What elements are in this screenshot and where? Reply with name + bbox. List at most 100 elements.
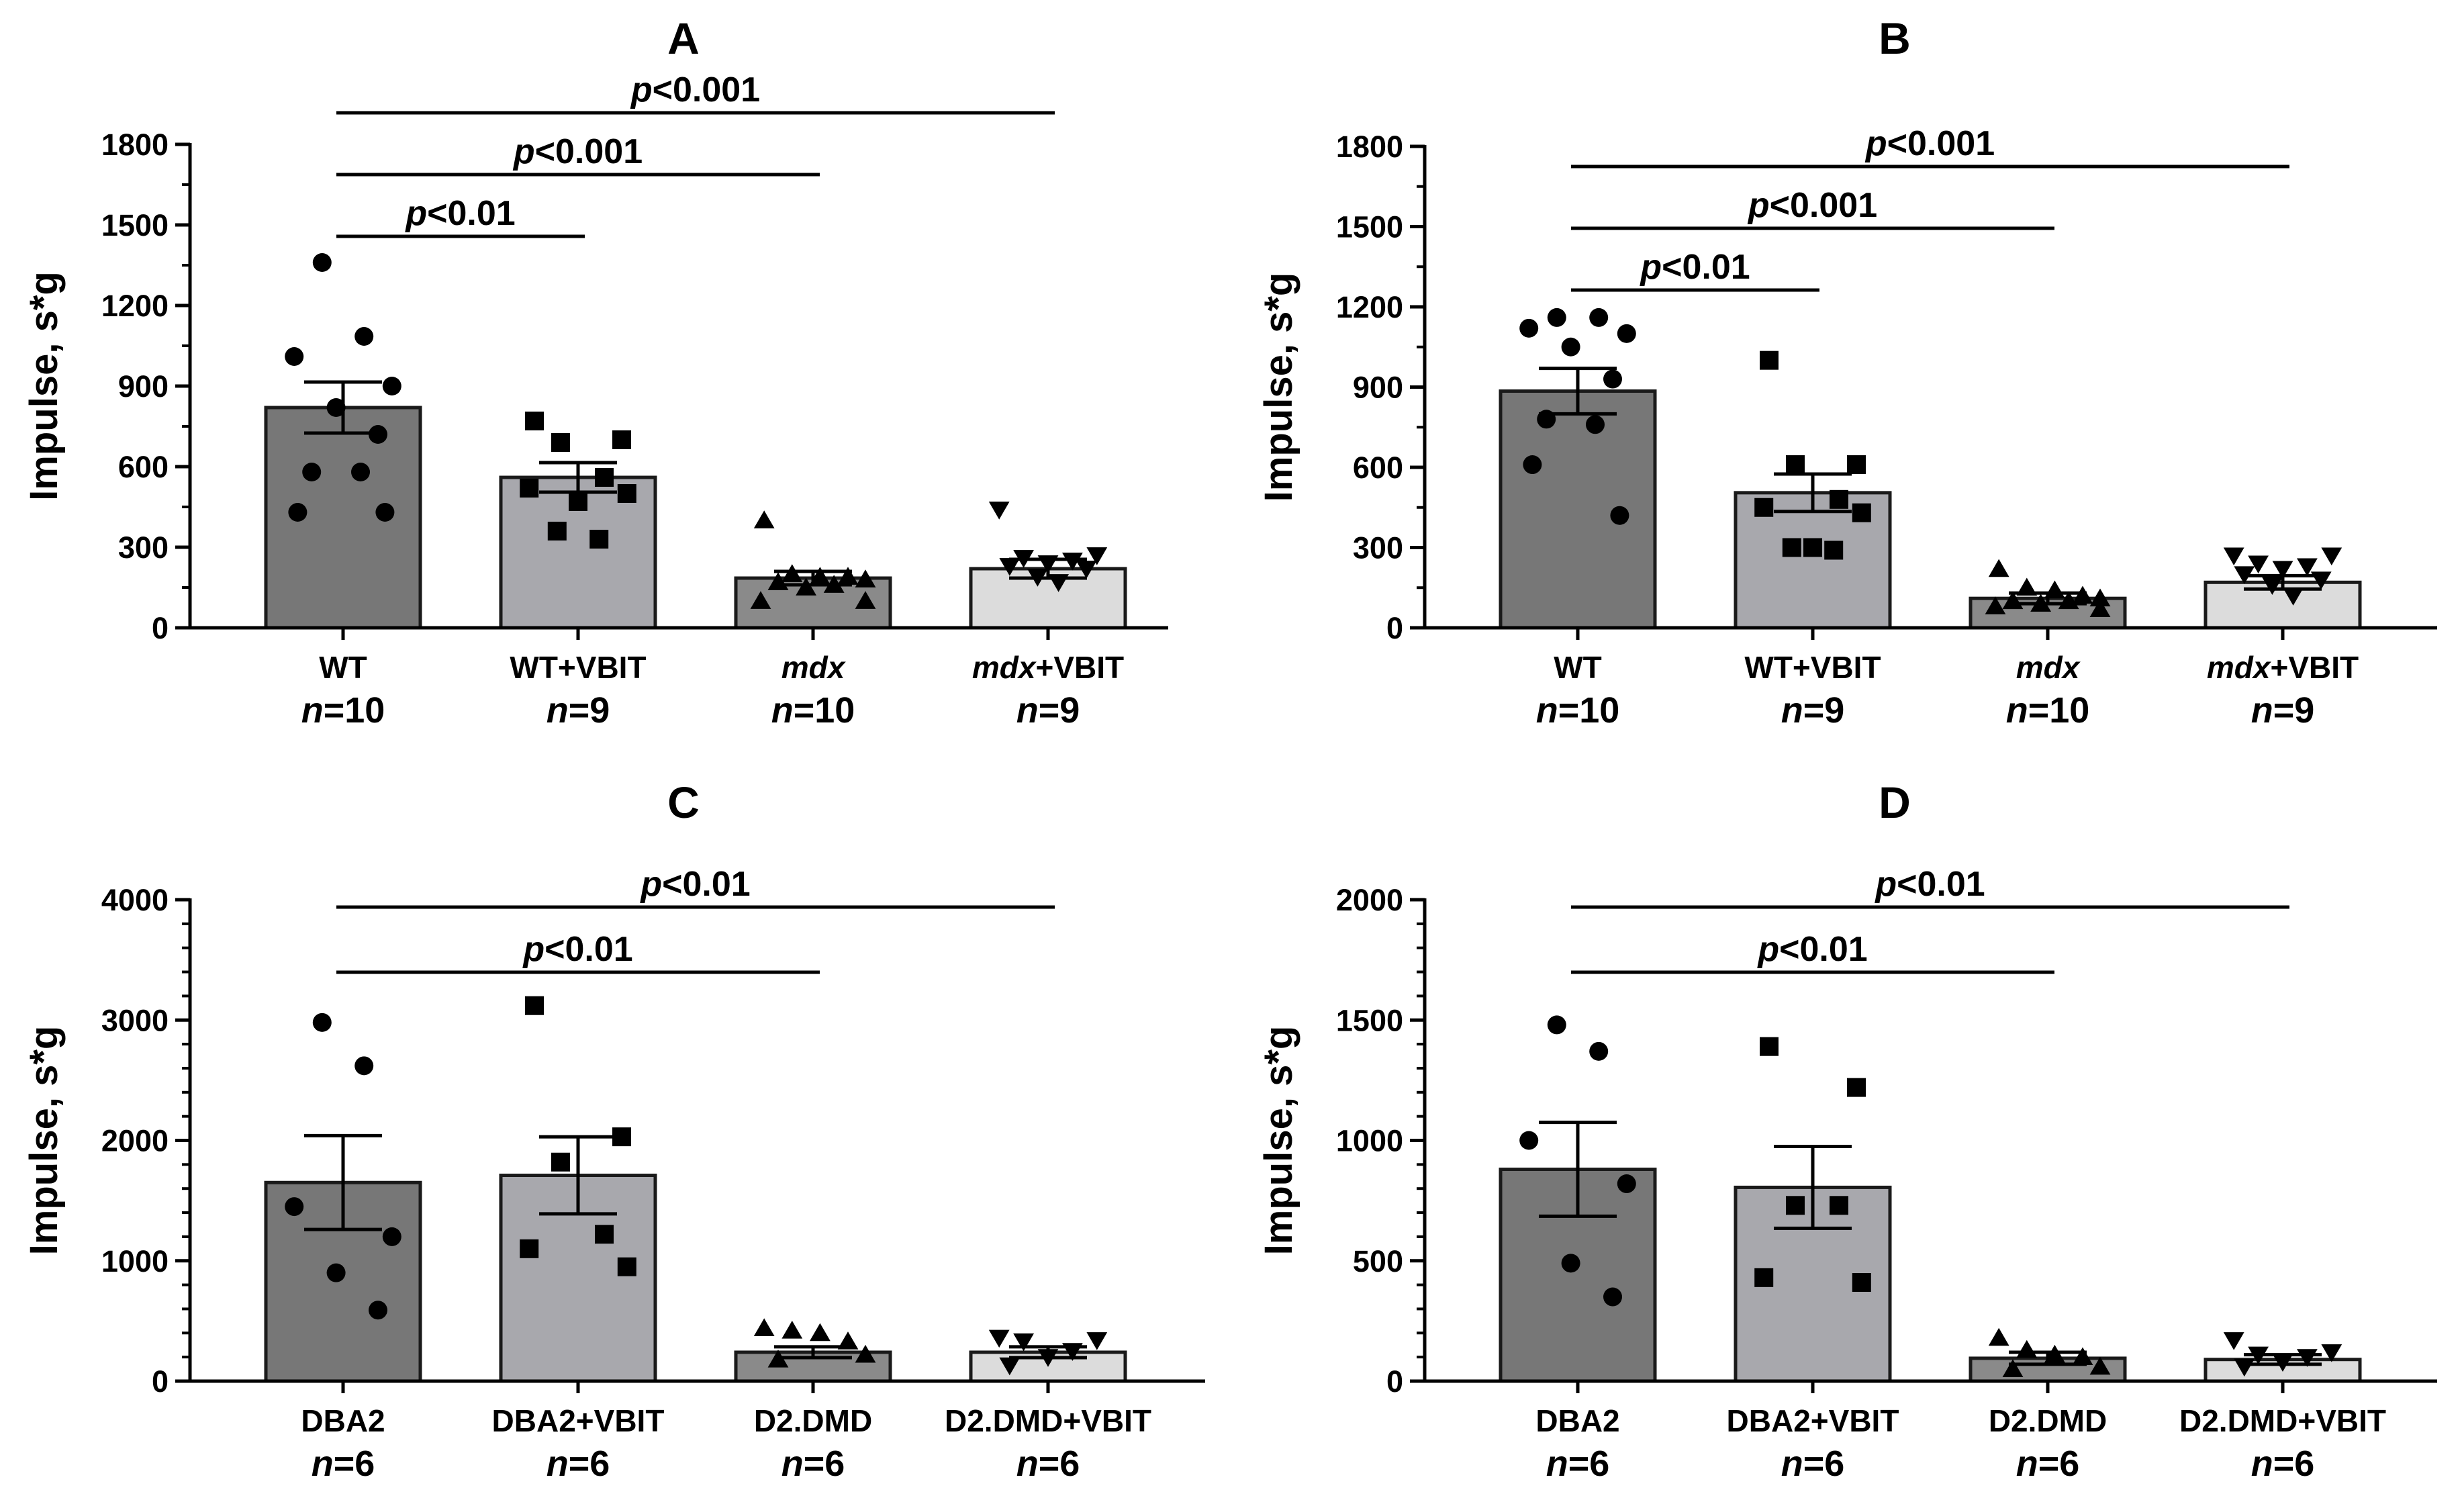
panel-a-point-2-1 — [525, 412, 544, 430]
panel-b-point-1-8 — [1586, 415, 1605, 434]
panel-a-sig-label-2: p<0.001 — [512, 132, 643, 171]
panel-a-y-tick-label-3: 900 — [118, 369, 169, 404]
panel-b-point-3-1 — [1988, 559, 2009, 577]
panel-a-n-label-3: n=10 — [771, 690, 855, 731]
panel-c-point-3-3 — [810, 1323, 831, 1342]
panel-a-point-2-8 — [547, 522, 567, 540]
panel-c-n-label-1: n=6 — [312, 1444, 375, 1484]
panel-c-point-4-2 — [1086, 1332, 1108, 1350]
panel-b-point-4-9 — [2283, 588, 2304, 606]
panel-b-category-label-4: mdx+VBIT — [2207, 650, 2359, 685]
panel-c-sig-label-2: p<0.01 — [639, 865, 750, 904]
panel-b-y-tick-label-4: 1200 — [1336, 290, 1403, 324]
panel-a-point-4-6 — [999, 558, 1021, 576]
panel-b-point-2-9 — [1824, 540, 1844, 560]
panel-b-sig-label-2: p<0.001 — [1747, 186, 1877, 225]
panel-b-point-3-5 — [2089, 588, 2111, 607]
panel-d-point-3-5 — [2089, 1356, 2111, 1375]
panel-b-point-2-6 — [1852, 503, 1871, 522]
panel-d-point-2-5 — [1754, 1268, 1774, 1287]
panel-a-point-1-3 — [285, 347, 304, 366]
panel-a-point-2-6 — [617, 484, 636, 503]
panel-d-y-tick-label-2: 1000 — [1336, 1124, 1403, 1158]
panel-c-point-1-1 — [312, 1013, 332, 1032]
panel-c-point-1-5 — [326, 1263, 346, 1282]
panel-b-y-axis-title: Impulse, s*g — [1257, 273, 1300, 502]
panel-c-point-2-6 — [617, 1257, 636, 1276]
panel-d-point-1-6 — [1603, 1287, 1622, 1307]
panel-a-sig-label-1: p<0.01 — [404, 194, 515, 233]
panel-c-point-1-3 — [285, 1197, 304, 1217]
panel-c-point-4-3 — [1013, 1333, 1034, 1352]
panel-a-point-2-3 — [551, 433, 570, 452]
panel-b-category-label-3: mdx — [2016, 650, 2081, 685]
panel-c-point-4-1 — [988, 1329, 1010, 1348]
panel-c-y-tick-label-0: 0 — [152, 1364, 169, 1399]
panel-a-point-1-2 — [354, 327, 374, 346]
panel-b-y-tick-label-0: 0 — [1386, 611, 1403, 645]
panel-b-point-1-10 — [1610, 506, 1629, 525]
panel-b-sig-label-3: p<0.001 — [1864, 124, 1995, 163]
panel-d-y-axis-title: Impulse, s*g — [1257, 1026, 1300, 1256]
panel-a-y-tick-label-1: 300 — [118, 530, 169, 565]
panel-b-n-label-4: n=9 — [2251, 690, 2315, 731]
panel-b-y-tick-label-2: 600 — [1353, 451, 1403, 485]
panel-d-point-1-1 — [1547, 1015, 1566, 1035]
panel-b-point-2-7 — [1803, 538, 1822, 557]
panel-c-category-label-3: D2.DMD — [754, 1403, 872, 1438]
panel-a-category-label-4: mdx+VBIT — [972, 650, 1124, 685]
panel-a-point-3-3 — [810, 567, 831, 585]
panel-c-n-label-3: n=6 — [781, 1444, 845, 1484]
panel-d-point-2-3 — [1786, 1196, 1805, 1215]
panel-a-point-4-1 — [988, 502, 1010, 520]
panel-d-n-label-2: n=6 — [1781, 1444, 1845, 1484]
panel-a-y-tick-label-4: 1200 — [101, 289, 169, 323]
panel-d-n-label-4: n=6 — [2251, 1444, 2315, 1484]
panel-a-title: A — [667, 13, 700, 63]
panel-a-point-2-4 — [595, 468, 614, 487]
panel-a-point-1-9 — [288, 503, 307, 522]
panel-d-n-label-3: n=6 — [2016, 1444, 2080, 1484]
panel-a-point-3-2 — [781, 564, 803, 582]
panel-c-point-3-1 — [753, 1318, 775, 1337]
panel-b-category-label-1: WT — [1554, 650, 1602, 685]
panel-a-n-label-1: n=10 — [301, 690, 385, 731]
panel-a-y-tick-label-0: 0 — [152, 611, 169, 645]
panel-c-point-2-1 — [525, 996, 544, 1015]
panel-b-point-4-8 — [2262, 577, 2283, 595]
panel-a-sig-label-3: p<0.001 — [630, 70, 760, 109]
panel-a-point-1-1 — [312, 253, 332, 272]
panel-b-title: B — [1879, 13, 1911, 63]
panel-b-point-4-4 — [2297, 558, 2318, 577]
panel-d-point-1-5 — [1561, 1254, 1580, 1273]
panel-b-point-1-9 — [1523, 455, 1542, 475]
panel-d-title: D — [1879, 778, 1911, 827]
panel-b-point-1-2 — [1589, 308, 1609, 327]
panel-c-n-label-4: n=6 — [1016, 1444, 1080, 1484]
panel-c-point-2-5 — [520, 1239, 539, 1258]
panel-a-y-axis-title: Impulse, s*g — [22, 271, 66, 501]
panel-d-category-label-3: D2.DMD — [1989, 1403, 2107, 1438]
panel-a-y-tick-label-6: 1800 — [101, 128, 169, 162]
panel-b-category-label-2: WT+VBIT — [1744, 650, 1881, 685]
panel-b-n-label-1: n=10 — [1536, 690, 1620, 731]
panel-d-n-label-1: n=6 — [1546, 1444, 1610, 1484]
panel-a-y-tick-label-2: 600 — [118, 450, 169, 484]
panel-c-y-tick-label-2: 2000 — [101, 1124, 169, 1158]
panel-d-point-3-2 — [2016, 1340, 2038, 1358]
panel-a-point-4-2 — [1086, 547, 1108, 565]
panel-b-point-3-4 — [2072, 585, 2093, 604]
panel-b-y-tick-label-5: 1500 — [1336, 210, 1403, 244]
panel-d-point-4-2 — [2321, 1344, 2342, 1362]
panel-d-point-2-1 — [1760, 1037, 1779, 1056]
panel-b-point-1-6 — [1603, 369, 1622, 389]
panel-a-point-1-4 — [382, 377, 401, 395]
panel-b-y-tick-label-6: 1800 — [1336, 130, 1403, 164]
panel-a-point-3-1 — [753, 510, 775, 528]
panel-d-y-tick-label-4: 2000 — [1336, 883, 1403, 917]
panel-a-bar-1 — [264, 406, 422, 630]
panel-c-y-tick-label-1: 1000 — [101, 1244, 169, 1278]
panel-b-point-4-5 — [2272, 561, 2293, 579]
panel-d-point-1-2 — [1589, 1041, 1609, 1061]
